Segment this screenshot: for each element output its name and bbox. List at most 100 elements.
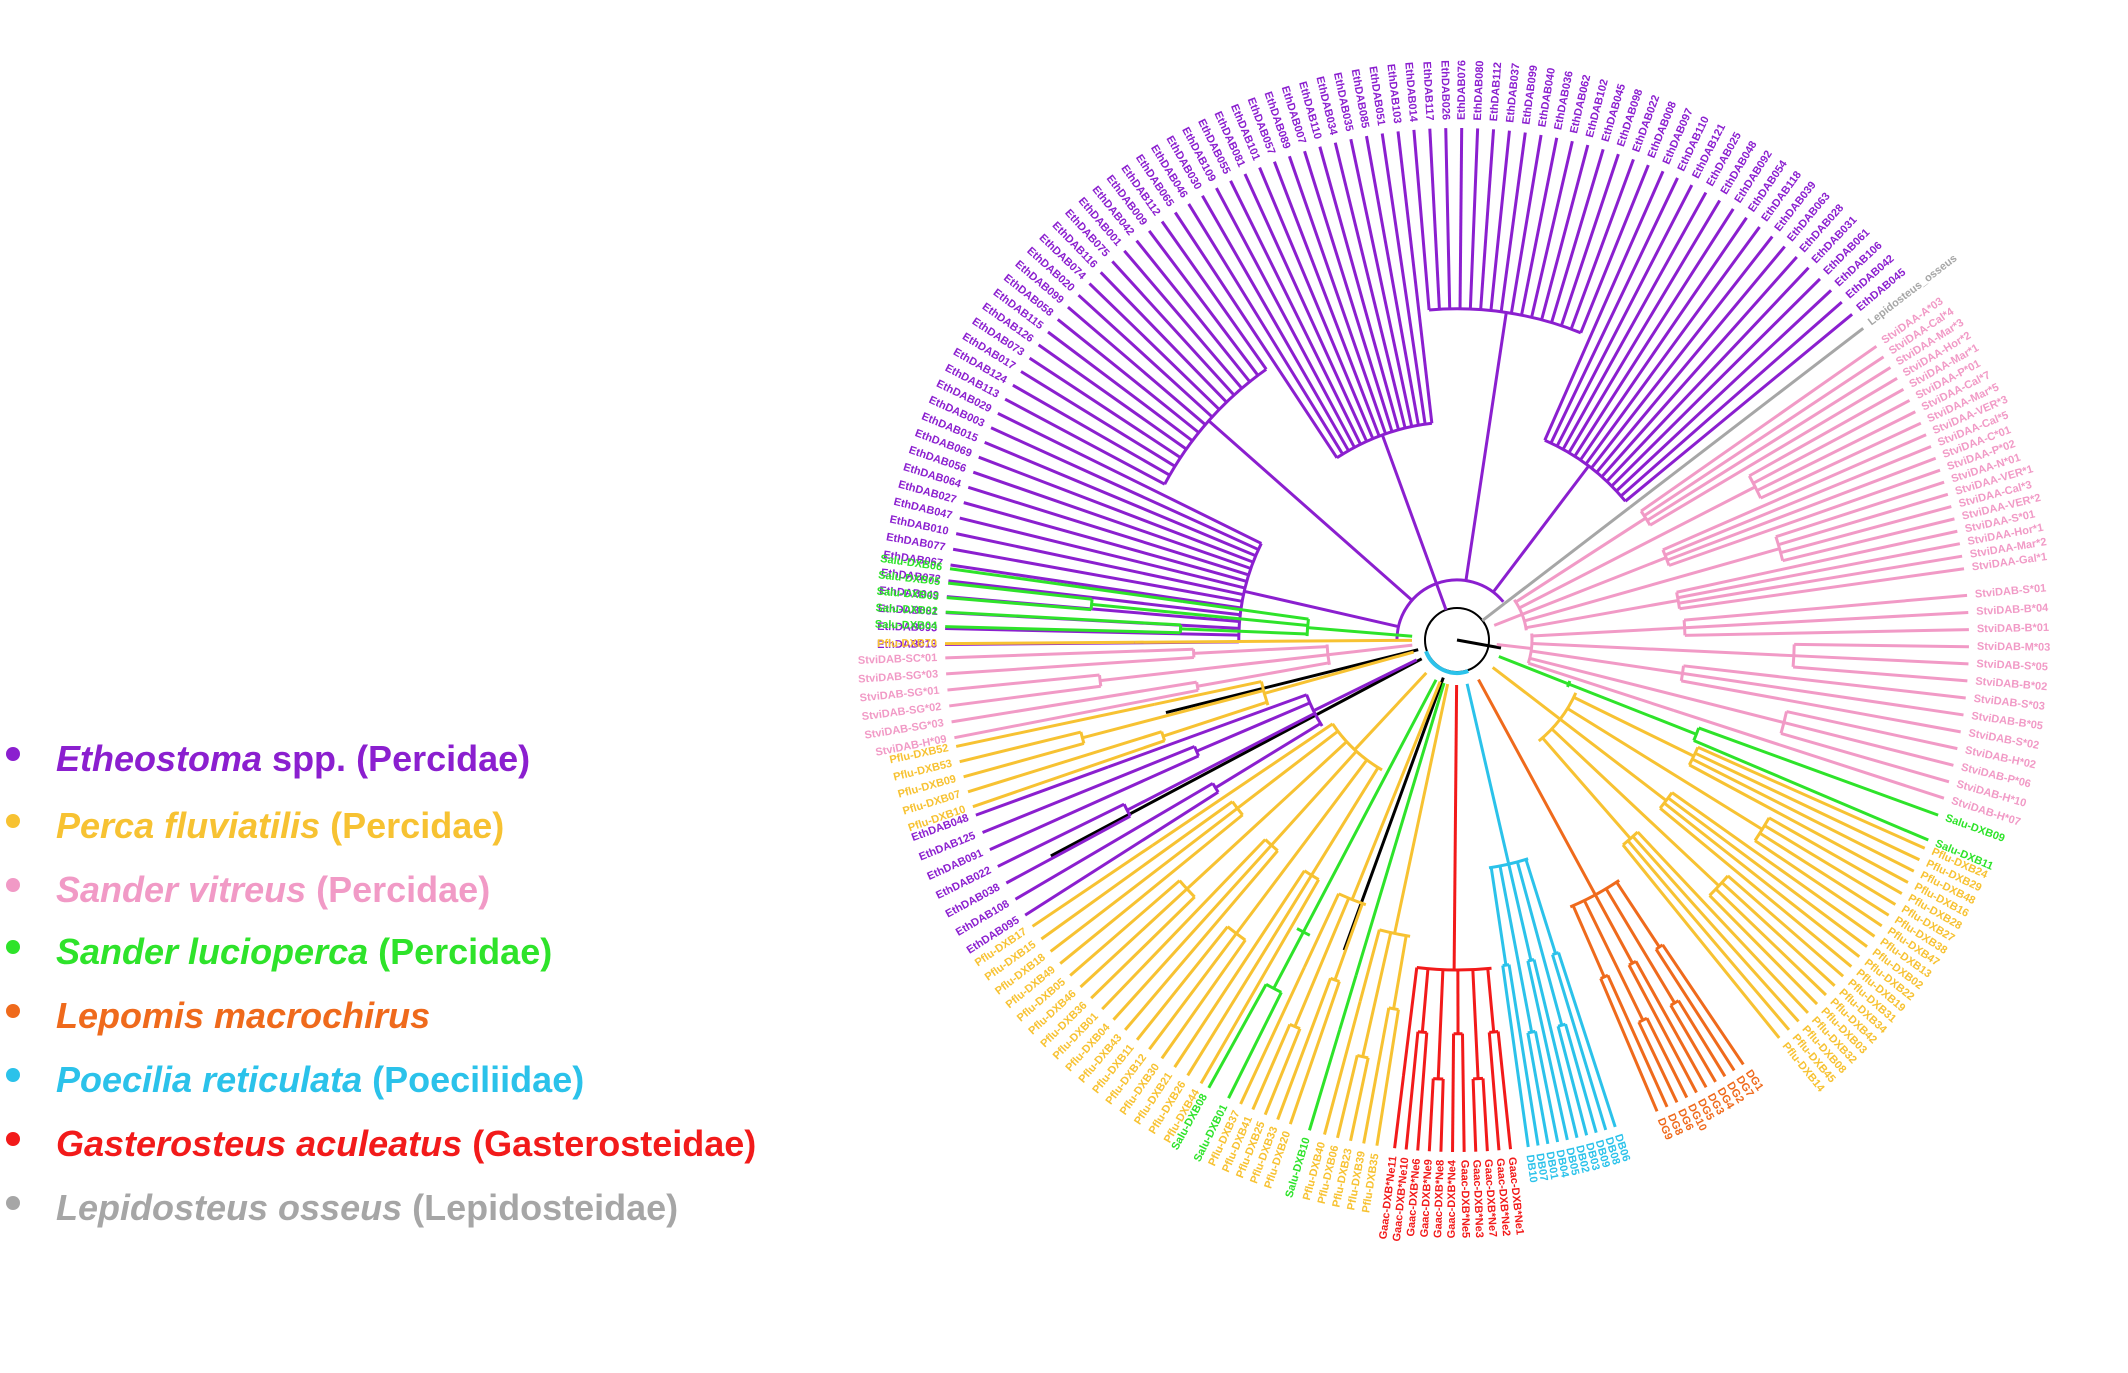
tip-branch (1049, 807, 1239, 953)
tip-branch (1626, 839, 1791, 1031)
legend-dot-icon (6, 1132, 20, 1146)
internal-branch (1573, 695, 1695, 758)
tip-label: StviDAB-S*05 (1976, 658, 2048, 673)
tip-branch (997, 802, 1125, 868)
internal-branch (1436, 969, 1445, 1079)
tip-branch (1012, 383, 1171, 477)
tip-branch (1201, 195, 1350, 452)
tip-branch (1676, 529, 1958, 594)
tip-label: Gaac-DXB*Ne3 (1470, 1159, 1485, 1238)
tip-branch (1173, 869, 1306, 1068)
tip-branch (1646, 366, 1892, 522)
tip-label: EthDAB049 (879, 585, 940, 602)
tip-branch (1375, 1009, 1400, 1146)
legend-dot-icon (6, 747, 20, 761)
tip-branch (1207, 983, 1268, 1089)
subclade-arc (1303, 869, 1320, 881)
tip-branch (1573, 208, 1735, 458)
internal-branch (1541, 736, 1632, 840)
clade-arc (1537, 692, 1578, 743)
legend-item: Sander lucioperca (Percidae) (0, 928, 860, 978)
tip-branch (1123, 249, 1243, 390)
internal-branch (1550, 727, 1720, 887)
internal-branch (1571, 905, 1606, 978)
tip-branch (1664, 445, 1932, 557)
tip-branch (1047, 330, 1194, 442)
tip-branch (1679, 567, 1965, 611)
tip-branch (978, 455, 1254, 564)
tip-branch (1004, 397, 1166, 486)
tip-branch (1037, 343, 1188, 451)
tip-label: EthDAB117 (1420, 61, 1435, 121)
tip-branch (1631, 835, 1800, 1023)
internal-branch (1492, 465, 1590, 594)
tip-branch (1496, 1031, 1513, 1150)
clade-arc (1331, 723, 1383, 772)
internal-branch (1358, 929, 1381, 1002)
clade-stem (1498, 655, 1570, 686)
internal-branch (1270, 750, 1358, 847)
tip-branch (1460, 1033, 1466, 1152)
clade-arc (1395, 578, 1505, 641)
internal-branch (1182, 600, 1309, 621)
clade-stem (1302, 679, 1438, 933)
tip-branch (954, 688, 1199, 740)
legend-label: Lepomis macrochirus (56, 995, 430, 1037)
legend-species: Gasterosteus aculeatus (56, 1123, 463, 1164)
tip-label: EthDAB076 (1456, 60, 1469, 120)
clade-arc (1325, 644, 1331, 666)
clade-stem (1435, 583, 1448, 611)
tip-label: EthDAB014 (1402, 62, 1419, 124)
tip-branch (955, 532, 1244, 597)
internal-branch (1471, 969, 1480, 1079)
tip-branch (1661, 943, 1745, 1066)
internal-branch (1531, 626, 1685, 638)
tip-branch (1600, 255, 1798, 478)
internal-branch (1081, 689, 1264, 740)
internal-branch (1521, 556, 1667, 616)
tip-branch (1160, 220, 1268, 371)
tip-branch (949, 684, 1101, 708)
clade-arc (1305, 694, 1324, 727)
tip-branch (1621, 843, 1781, 1039)
clade-stem (1477, 678, 1597, 896)
tip-branch (1759, 831, 1890, 917)
tip-branch (1726, 874, 1845, 978)
tip-branch (1775, 480, 1945, 539)
tip-label: StviDAB-S*03 (1973, 693, 2045, 713)
internal-branch (1401, 967, 1419, 1077)
tip-branch (1303, 150, 1394, 433)
tip-label: Gaac-DXB*Ne6 (1405, 1158, 1423, 1237)
tip-branch (963, 742, 1085, 779)
tip-branch (1099, 271, 1228, 404)
tip-branch (1793, 654, 1969, 666)
tip-branch (1688, 763, 1909, 884)
internal-branch (1151, 722, 1334, 847)
tip-branch (1412, 129, 1431, 311)
tip-branch (1579, 216, 1748, 461)
tip-label: StviDAB-M*03 (1977, 641, 2051, 654)
subclade-arc (1552, 951, 1560, 956)
tip-branch (1056, 318, 1200, 434)
tip-branch (1229, 180, 1362, 445)
internal-branch (1486, 968, 1496, 1033)
internal-branch (1527, 661, 1675, 712)
tip-branch (1532, 959, 1579, 1139)
tip-label: DB10 (1524, 1154, 1540, 1184)
internal-branch (1197, 661, 1330, 688)
subclade-arc (1098, 674, 1103, 687)
legend-family: (Gasterosteidae) (462, 1123, 757, 1164)
legend-label: Sander vitreus (Percidae) (56, 869, 490, 911)
tip-branch (967, 730, 1163, 794)
tip-label: DB01 (1543, 1151, 1560, 1181)
clade-stem (1354, 682, 1446, 976)
tip-branch (1243, 173, 1369, 443)
tip-branch (946, 655, 1194, 676)
tip-branch (1380, 133, 1427, 425)
tip-branch (963, 501, 1248, 583)
tip-label: Salu-DXB04 (875, 619, 939, 633)
tip-branch (1526, 960, 1569, 1141)
